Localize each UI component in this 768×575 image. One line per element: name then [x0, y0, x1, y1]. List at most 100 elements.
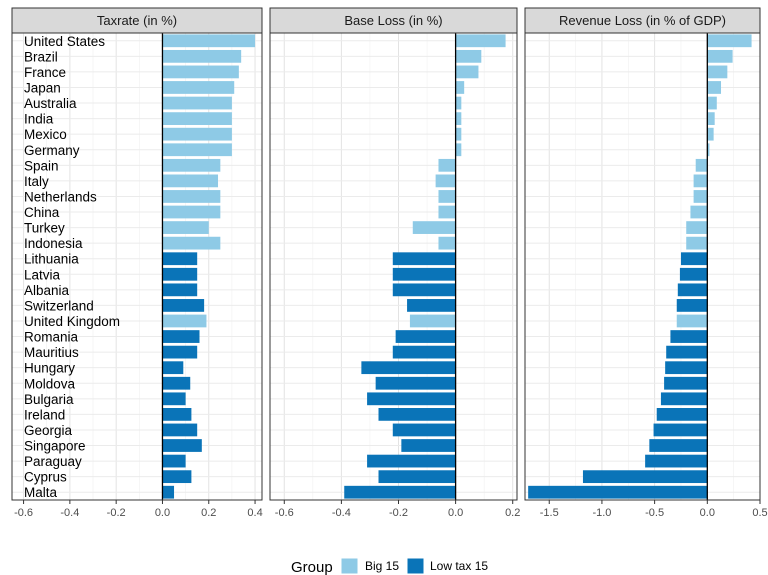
country-label: Brazil — [24, 49, 58, 64]
bar-india — [455, 112, 462, 125]
bar-mauritius — [392, 345, 456, 359]
country-label: Latvia — [24, 267, 61, 282]
panel-strip — [269, 7, 518, 34]
bar-romania — [162, 330, 200, 343]
country-label: Japan — [24, 80, 61, 95]
bar-bulgaria — [660, 392, 708, 406]
bar-china — [438, 205, 456, 219]
bar-lithuania — [680, 252, 708, 266]
country-label: Moldova — [24, 376, 76, 391]
bar-brazil — [162, 49, 242, 63]
plot-background — [12, 33, 262, 500]
panel-strip — [11, 7, 263, 34]
bar-georgia — [392, 423, 456, 437]
panel-border — [524, 32, 761, 501]
bar-netherlands — [693, 190, 708, 203]
country-label: United Kingdom — [24, 314, 120, 329]
bar-malta — [528, 485, 708, 499]
bar-turkey — [412, 221, 456, 234]
bar-spain — [438, 158, 456, 172]
x-tick-label: 0.4 — [247, 507, 262, 519]
panel-border — [11, 32, 263, 501]
bar-australia — [455, 96, 462, 110]
bar-paraguay — [367, 454, 456, 468]
country-label: Mauritius — [24, 345, 79, 360]
country-label: Turkey — [24, 221, 65, 236]
bar-spain — [695, 158, 708, 172]
bar-germany — [707, 143, 710, 157]
x-tick-label: 0.2 — [201, 507, 216, 519]
bar-bulgaria — [162, 392, 186, 406]
x-tick-label: -0.4 — [332, 507, 351, 519]
bar-united-kingdom — [409, 314, 456, 328]
panel-strip — [524, 7, 761, 34]
panels-layer: Taxrate (in %) -0.6 -0.4 -0.2 0.0 0.2 0.4 Base … — [11, 7, 768, 519]
country-label: Singapore — [24, 439, 86, 454]
bar-hungary — [665, 361, 708, 375]
country-label: Paraguay — [24, 454, 82, 469]
bar-mexico — [455, 127, 462, 141]
bar-hungary — [361, 361, 456, 375]
bar-moldova — [162, 376, 191, 390]
bar-united-states — [455, 34, 506, 48]
country-label: Spain — [24, 158, 59, 173]
panel-title: Revenue Loss (in % of GDP) — [559, 13, 726, 28]
bar-india — [162, 112, 232, 125]
bar-france — [162, 65, 239, 79]
bar-turkey — [686, 221, 708, 234]
country-label: Georgia — [24, 423, 73, 438]
x-tick-label: -1.0 — [592, 507, 611, 519]
x-tick-label: 0.5 — [752, 507, 767, 519]
bar-australia — [162, 96, 232, 110]
x-tick-label: 0.2 — [505, 507, 520, 519]
bar-china — [162, 205, 221, 219]
country-label: United States — [24, 34, 105, 49]
bar-albania — [162, 283, 198, 297]
bar-italy — [162, 174, 219, 188]
panel-title: Base Loss (in %) — [344, 13, 442, 28]
bar-ireland — [378, 408, 456, 421]
bar-singapore — [649, 439, 708, 452]
bar-latvia — [392, 267, 456, 281]
bar-spain — [162, 158, 221, 172]
country-label: France — [24, 65, 66, 80]
bar-japan — [162, 81, 235, 94]
country-label: Hungary — [24, 361, 75, 376]
bar-malta — [162, 485, 175, 499]
bar-paraguay — [645, 454, 708, 468]
bar-united-states — [162, 34, 256, 48]
bar-switzerland — [407, 299, 456, 312]
legend-swatch-big15 — [340, 557, 359, 575]
bar-malta — [344, 485, 456, 499]
bar-indonesia — [686, 236, 708, 250]
country-label: Cyprus — [24, 470, 67, 485]
bar-ireland — [656, 408, 708, 421]
bar-indonesia — [162, 236, 221, 250]
country-label: Switzerland — [24, 298, 94, 313]
panel-title: Taxrate (in %) — [97, 13, 177, 28]
bar-brazil — [455, 49, 482, 63]
country-labels: United StatesBrazilFranceJapanAustraliaI… — [24, 34, 120, 500]
bar-paraguay — [162, 454, 186, 468]
country-label: Romania — [24, 330, 79, 345]
bar-romania — [395, 330, 456, 343]
legend-title: Group — [291, 559, 333, 575]
bar-japan — [707, 81, 722, 94]
country-label: Australia — [24, 96, 77, 111]
bar-china — [690, 205, 708, 219]
bar-turkey — [162, 221, 209, 234]
country-label: Malta — [24, 485, 58, 500]
bar-georgia — [162, 423, 198, 437]
country-label: Germany — [24, 143, 80, 158]
bar-mauritius — [666, 345, 708, 359]
country-label: Netherlands — [24, 189, 97, 204]
bar-switzerland — [676, 299, 708, 312]
x-tick-label: 0.0 — [155, 507, 170, 519]
bar-japan — [455, 81, 465, 94]
bar-albania — [392, 283, 456, 297]
bar-hungary — [162, 361, 184, 375]
x-tick-label: -0.6 — [275, 507, 294, 519]
bar-germany — [162, 143, 232, 157]
bar-mexico — [707, 127, 714, 141]
